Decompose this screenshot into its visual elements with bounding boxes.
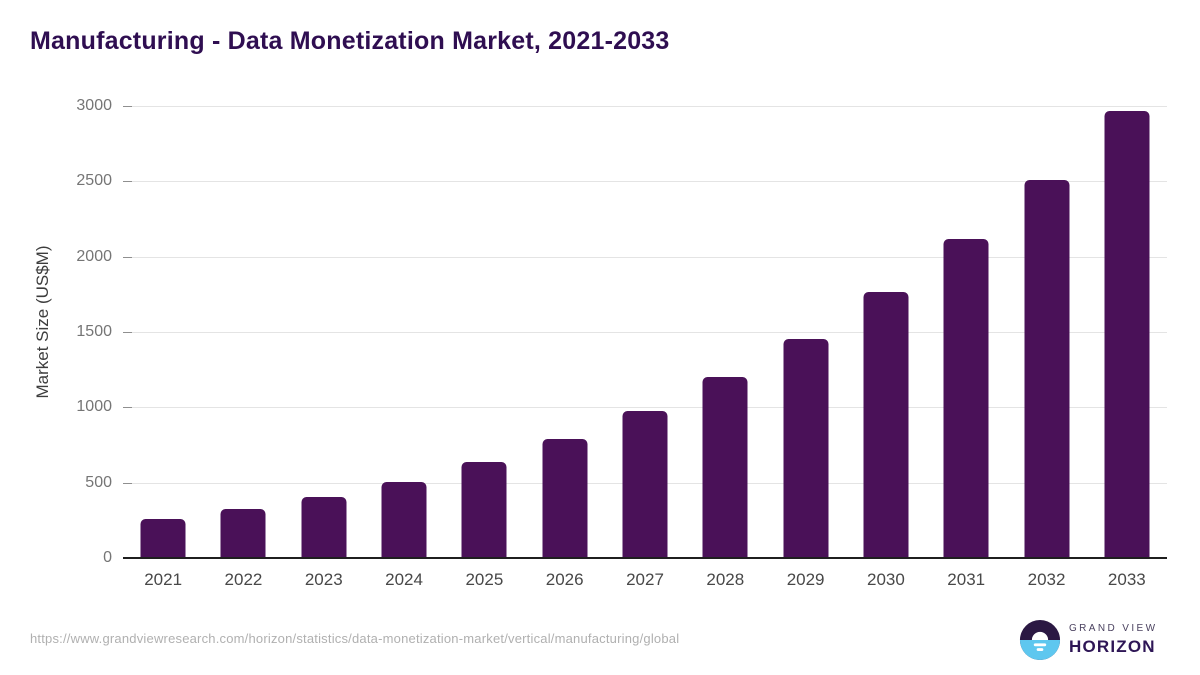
gridline-1000: [123, 407, 1167, 409]
bar-2030: [863, 291, 909, 558]
x-tick-label-2027: 2027: [626, 570, 664, 589]
bar-2028: [702, 377, 748, 558]
y-tick-mark: [123, 482, 132, 484]
bar-2021: [140, 519, 186, 558]
x-tick-label-2029: 2029: [786, 570, 825, 589]
gridline-1500: [123, 332, 1167, 333]
y-tick-label-1000: 1000: [76, 398, 112, 416]
x-tick-label-2021: 2021: [144, 570, 183, 589]
bar-2033: [1104, 111, 1150, 558]
x-tick-label-2030: 2030: [867, 570, 905, 589]
bar-2029: [783, 338, 829, 558]
logo-text-grand-view: GRAND VIEW: [1069, 623, 1158, 634]
bar-2024: [381, 481, 427, 558]
brand-logo: GRAND VIEW HORIZON: [1019, 619, 1157, 661]
y-tick-label-3000: 3000: [76, 97, 112, 114]
bar-2022: [220, 509, 266, 558]
y-tick-label-1500: 1500: [76, 323, 112, 340]
y-tick-mark: [123, 256, 132, 258]
y-tick-mark: [123, 181, 132, 183]
gridline-2000: [123, 256, 1167, 258]
x-tick-label-2028: 2028: [706, 570, 745, 589]
gridline-3000: [123, 106, 1167, 107]
bar-2031: [943, 239, 989, 558]
y-axis-title: Market Size (US$M): [33, 245, 52, 399]
x-tick-label-2025: 2025: [465, 570, 504, 589]
x-tick-label-2032: 2032: [1027, 570, 1066, 589]
horizon-logo-icon: [1019, 619, 1061, 661]
y-tick-label-500: 500: [85, 473, 112, 491]
source-url: https://www.grandviewresearch.com/horizo…: [30, 631, 680, 646]
y-tick-mark: [123, 106, 132, 107]
bar-2026: [542, 439, 588, 558]
x-tick-label-2031: 2031: [947, 570, 986, 589]
x-tick-label-2024: 2024: [385, 570, 423, 589]
y-tick-mark: [123, 332, 132, 333]
bar-2023: [301, 497, 347, 558]
y-tick-label-0: 0: [103, 549, 112, 566]
logo-text-horizon: HORIZON: [1069, 637, 1156, 656]
bar-2032: [1024, 179, 1070, 558]
y-tick-label-2000: 2000: [76, 247, 112, 265]
gridline-2500: [123, 181, 1167, 183]
x-tick-label-2026: 2026: [545, 570, 584, 589]
x-tick-label-2022: 2022: [224, 570, 263, 589]
x-tick-label-2033: 2033: [1107, 570, 1146, 589]
y-tick-label-2500: 2500: [76, 172, 112, 190]
logo-text: GRAND VIEW HORIZON: [1069, 623, 1157, 657]
bar-2025: [461, 462, 507, 558]
x-tick-label-2023: 2023: [304, 570, 343, 589]
bar-chart-plot-area: 0 500 1000 1500 2000 2500 3000 2021 2022 2023 202…: [76, 97, 1167, 589]
chart-title: Manufacturing - Data Monetization Market…: [30, 27, 670, 55]
bar-2027: [622, 410, 668, 558]
x-axis-line: [123, 557, 1167, 559]
y-tick-mark: [123, 407, 132, 409]
